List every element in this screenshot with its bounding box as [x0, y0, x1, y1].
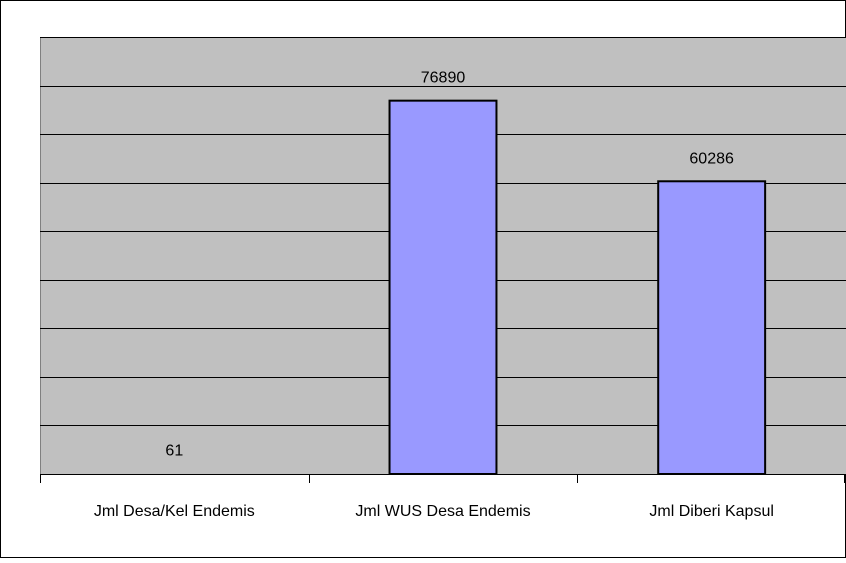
- x-tick-label-3: Jml Diberi Kapsul: [649, 503, 773, 520]
- data-label-3: 60286: [689, 150, 734, 167]
- x-tick-label-1: Jml Desa/Kel Endemis: [94, 503, 255, 520]
- x-tick-label-2: Jml WUS Desa Endemis: [355, 503, 530, 520]
- data-label-1: 61: [165, 443, 183, 460]
- data-label-2: 76890: [421, 70, 466, 87]
- data-labels: 61 76890 60286: [165, 70, 734, 460]
- bar-3: [657, 180, 767, 475]
- bars: [388, 99, 767, 475]
- bar-2: [388, 99, 498, 475]
- x-axis: Jml Desa/Kel Endemis Jml WUS Desa Endemis…: [40, 474, 846, 520]
